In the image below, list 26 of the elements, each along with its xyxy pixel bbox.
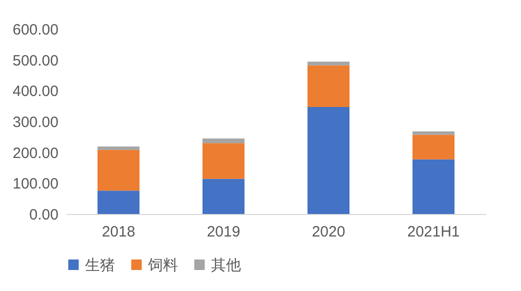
y-tick-label: 0.00	[29, 206, 58, 224]
bar	[202, 178, 244, 214]
bar	[308, 62, 350, 66]
bar	[98, 150, 140, 191]
legend-label: 饲料	[147, 256, 178, 274]
bar	[308, 65, 350, 108]
y-tick-label: 100.00	[12, 176, 58, 193]
bar	[412, 131, 454, 135]
y-tick-label: 600.00	[12, 22, 58, 38]
y-tick-label: 300.00	[12, 114, 58, 131]
x-tick-label: 2020	[312, 224, 346, 240]
bar	[308, 107, 350, 214]
x-tick-label: 2019	[206, 224, 240, 240]
y-tick-label: 200.00	[12, 144, 58, 162]
bar	[202, 143, 244, 179]
bar	[202, 138, 244, 144]
bar	[412, 159, 454, 214]
y-tick-label: 500.00	[12, 52, 58, 70]
legend-label: 生猪	[85, 256, 115, 274]
legend-label: 其他	[211, 256, 241, 274]
y-tick-label: 400.00	[12, 83, 58, 100]
bar	[98, 190, 140, 214]
bar	[412, 134, 454, 160]
x-tick-label: 2021H1	[407, 224, 460, 240]
x-tick-label: 2018	[102, 224, 136, 240]
bar	[98, 146, 140, 150]
